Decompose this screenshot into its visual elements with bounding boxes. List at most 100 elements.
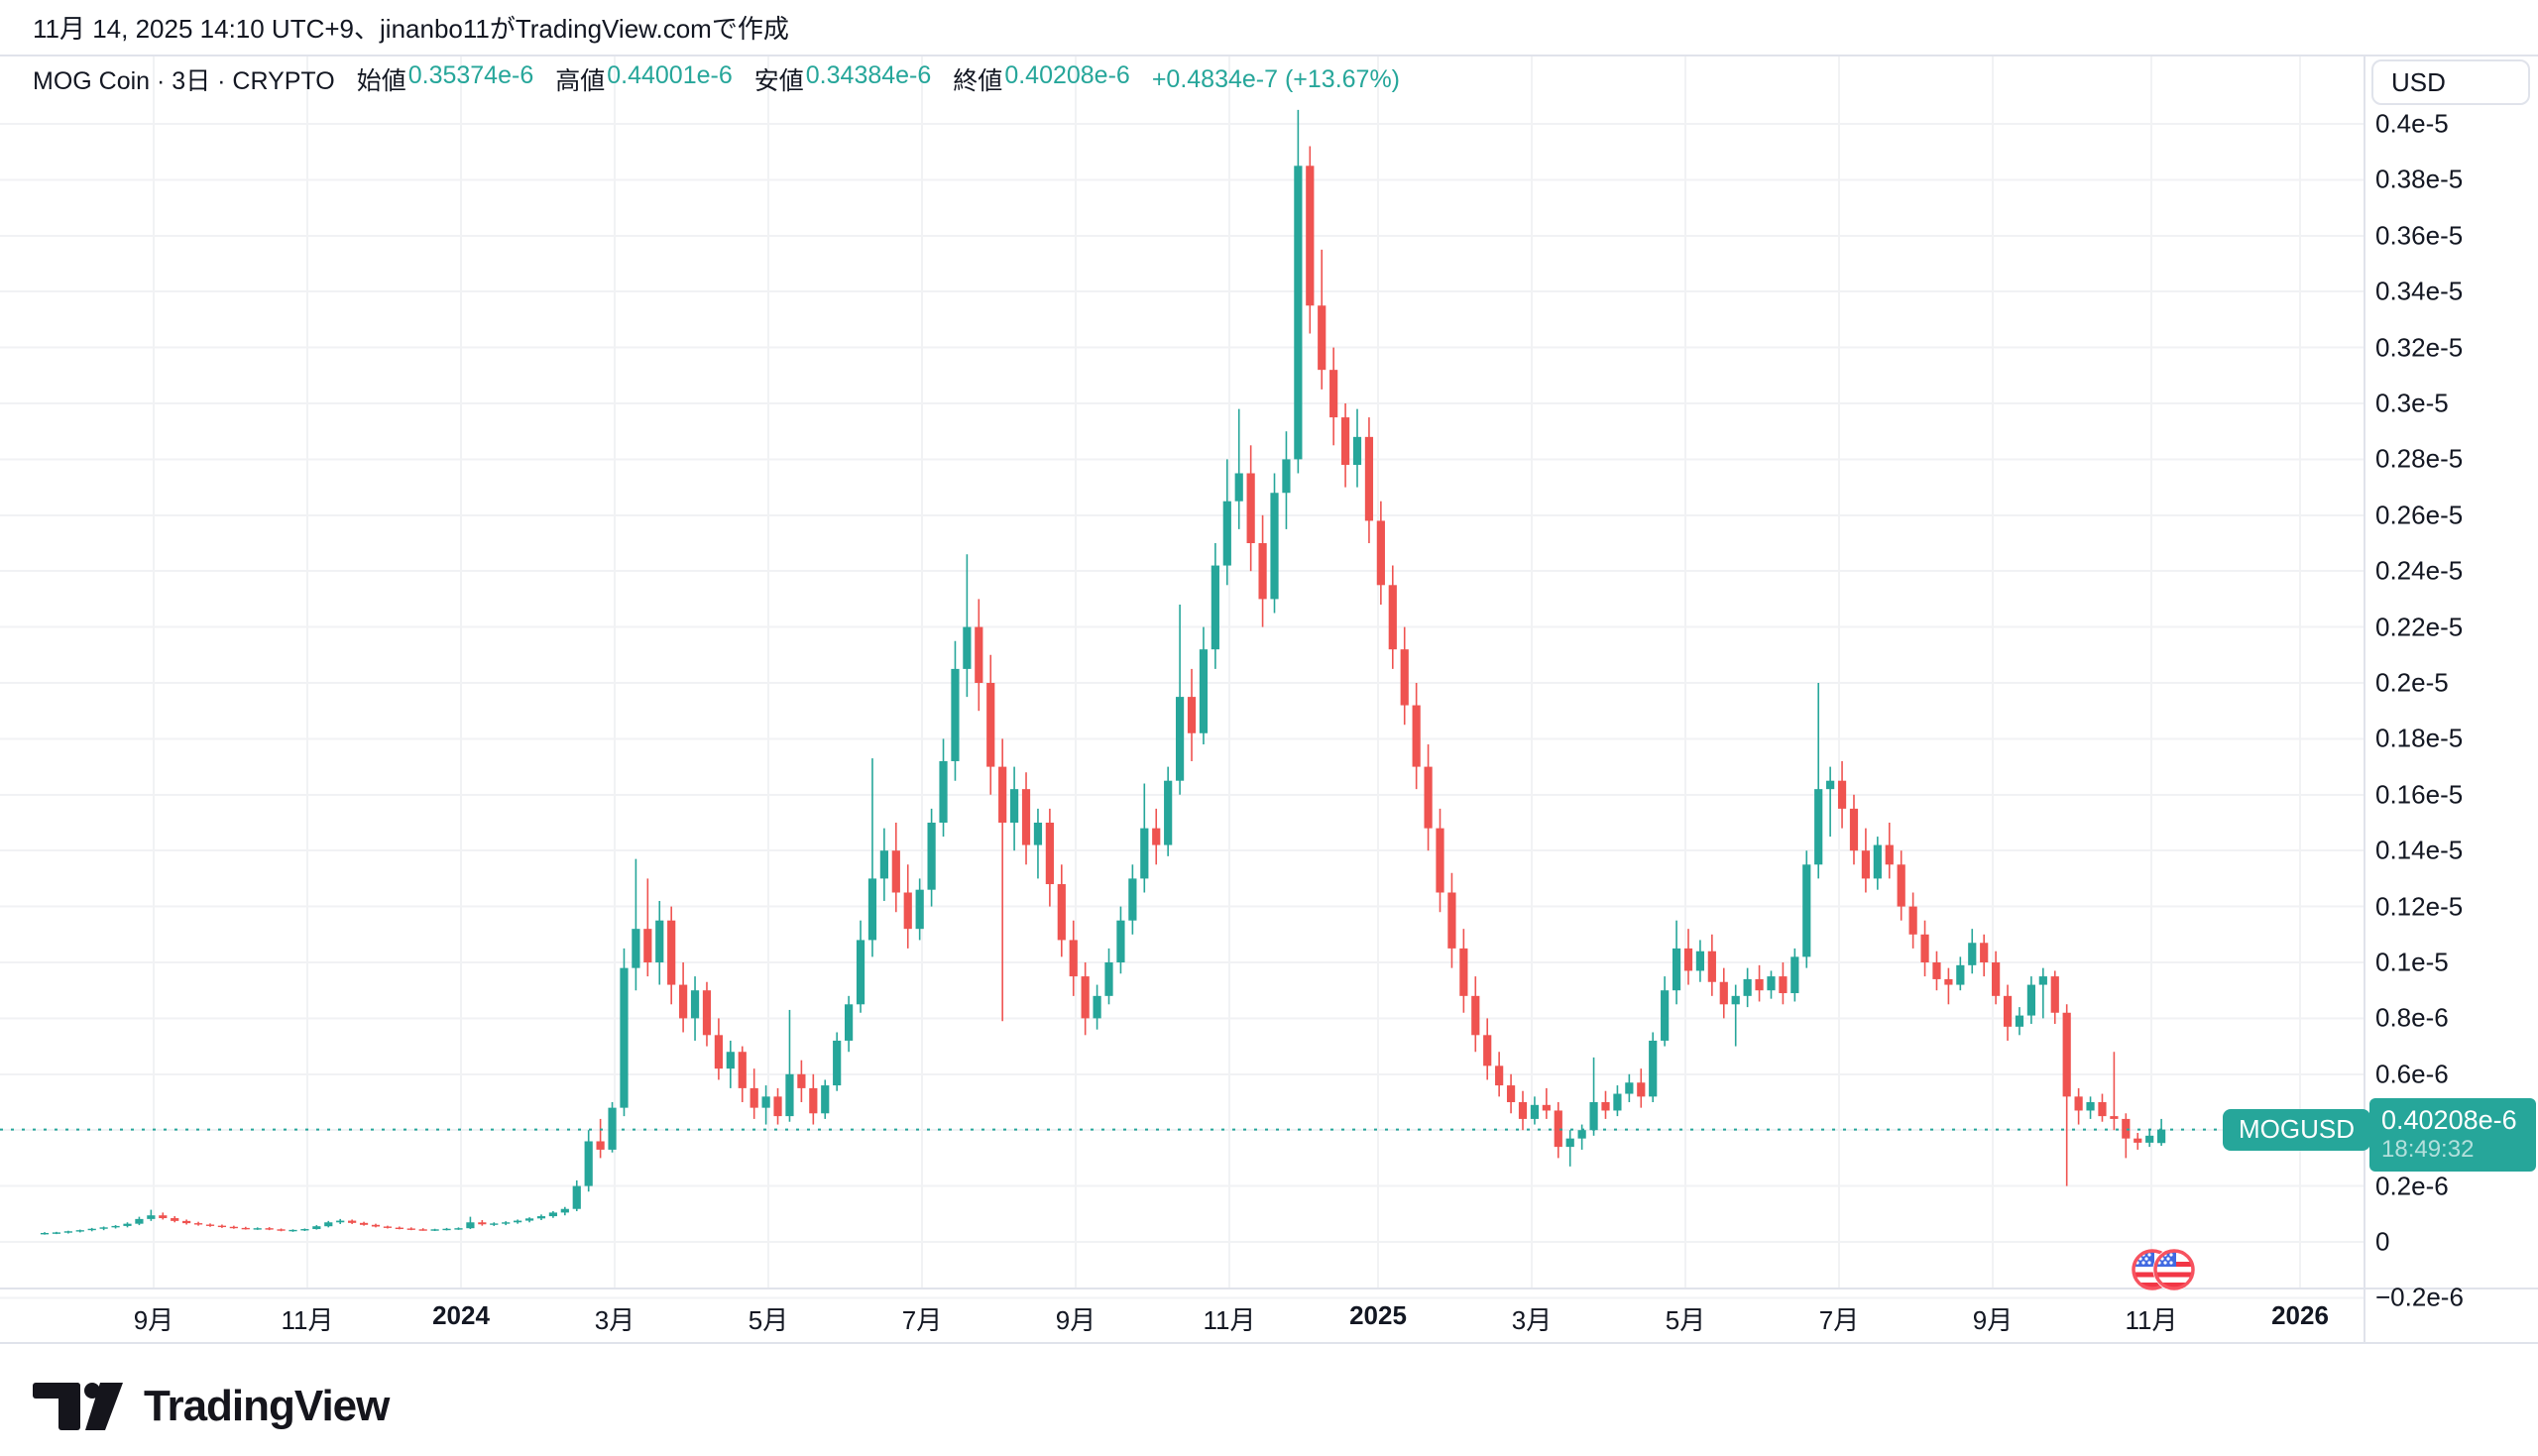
candle-body	[1506, 1085, 1516, 1102]
candle-body	[702, 990, 712, 1036]
time-axis-label: 3月	[594, 1305, 635, 1335]
candle-body	[690, 990, 700, 1019]
candle-body	[1683, 948, 1693, 971]
candle-body	[1992, 962, 2001, 996]
candle-body	[915, 889, 924, 930]
us-flag-event-icon[interactable]	[2134, 1248, 2196, 1291]
candle-body	[773, 1096, 782, 1117]
candle-body	[785, 1073, 794, 1117]
candle-body	[1980, 943, 1989, 962]
price-axis-label: 0.18e-5	[2375, 723, 2464, 753]
candle-body	[845, 1004, 854, 1041]
symbol-tag-label: MOGUSD	[2239, 1114, 2355, 1145]
price-axis-label: 0.4e-5	[2375, 108, 2449, 139]
candle-body	[1885, 844, 1894, 865]
symbol-title[interactable]: MOG Coin · 3日 · CRYPTO	[33, 67, 335, 95]
candle-body	[182, 1220, 191, 1224]
candle-body	[1849, 808, 1859, 851]
candle-body	[359, 1222, 369, 1225]
candle-body	[171, 1218, 179, 1221]
time-axis-label: 2024	[432, 1300, 490, 1330]
candle-body	[2122, 1118, 2131, 1139]
candle-body	[300, 1229, 309, 1231]
candle-body	[466, 1222, 475, 1229]
candle-body	[2038, 976, 2047, 985]
candle-body	[1956, 964, 1965, 985]
candle-body	[135, 1218, 144, 1224]
candle-body	[52, 1232, 61, 1234]
candle-body	[478, 1222, 487, 1225]
candle-body	[430, 1229, 439, 1231]
snapshot-attribution: 11月 14, 2025 14:10 UTC+9、jinanbo11がTradi…	[33, 14, 789, 44]
candle-body	[632, 929, 640, 968]
candle-body	[324, 1222, 333, 1227]
candle-body	[111, 1225, 120, 1228]
price-axis-label: 0.12e-5	[2375, 891, 2464, 922]
candle-body	[1661, 990, 1670, 1041]
candle-body	[809, 1087, 818, 1114]
candle-body	[406, 1228, 415, 1230]
candle-body	[312, 1226, 321, 1230]
candle-body	[1495, 1065, 1504, 1086]
candle-body	[1009, 789, 1019, 823]
currency-usd-button[interactable]: USD	[2371, 59, 2530, 105]
candle-body	[1412, 705, 1421, 767]
candle-body	[560, 1208, 569, 1213]
candle-body	[1045, 823, 1054, 885]
candle-body	[1093, 995, 1101, 1019]
candle-body	[667, 920, 676, 985]
candle-body	[2003, 995, 2013, 1027]
candle-body	[371, 1224, 381, 1227]
candle-body	[1837, 780, 1847, 809]
candle-body	[750, 1087, 758, 1108]
candle-body	[1069, 940, 1078, 977]
low-label: 安値	[753, 67, 804, 95]
price-axis-label: 0.26e-5	[2375, 500, 2464, 530]
candle-body	[986, 683, 995, 767]
candle-body	[833, 1040, 842, 1086]
price-axis-label: 0.32e-5	[2375, 332, 2464, 363]
candle-body	[1968, 943, 1977, 965]
candle-body	[1459, 948, 1468, 996]
candle-body	[1222, 501, 1231, 566]
candle-body	[1589, 1102, 1598, 1131]
candle-body	[975, 626, 983, 683]
candle-body	[1199, 649, 1209, 733]
candle-body	[1234, 473, 1243, 502]
price-axis-label: 0.36e-5	[2375, 220, 2464, 251]
candle-body	[1246, 473, 1255, 543]
candle-body	[1554, 1110, 1562, 1148]
candle-body	[821, 1085, 830, 1114]
time-axis-label: 2025	[1349, 1300, 1407, 1330]
tradingview-logo-text: TradingView	[144, 1382, 390, 1430]
candle-body	[2098, 1102, 2107, 1117]
tradingview-logo-icon	[33, 1383, 123, 1430]
candle-body	[1471, 995, 1480, 1036]
candle-body	[797, 1073, 806, 1088]
candle-body	[1672, 948, 1681, 991]
candle-body	[1814, 789, 1823, 865]
candle-body	[1424, 766, 1433, 829]
price-axis-label: −0.2e-6	[2375, 1282, 2464, 1312]
candle-body	[714, 1035, 723, 1069]
candles	[40, 109, 2166, 1235]
candle-body	[1033, 823, 1043, 845]
candle-body	[2050, 976, 2059, 1013]
candle-body	[99, 1227, 108, 1229]
candle-body	[1282, 459, 1291, 494]
candle-body	[1695, 951, 1705, 971]
time-axis-label: 9月	[133, 1305, 174, 1335]
candle-body	[1719, 981, 1728, 1005]
candle-body	[1057, 884, 1066, 941]
candle-body	[1518, 1102, 1528, 1119]
time-axis-label: 5月	[1665, 1305, 1706, 1335]
candle-body	[1116, 920, 1125, 962]
candle-body	[939, 760, 948, 823]
candle-body	[1388, 585, 1397, 650]
candle-body	[1483, 1035, 1492, 1066]
tradingview-logo[interactable]: TradingView	[33, 1382, 390, 1431]
candle-body	[1897, 864, 1905, 907]
open-label: 始値	[356, 67, 406, 95]
candle-body	[87, 1228, 96, 1231]
